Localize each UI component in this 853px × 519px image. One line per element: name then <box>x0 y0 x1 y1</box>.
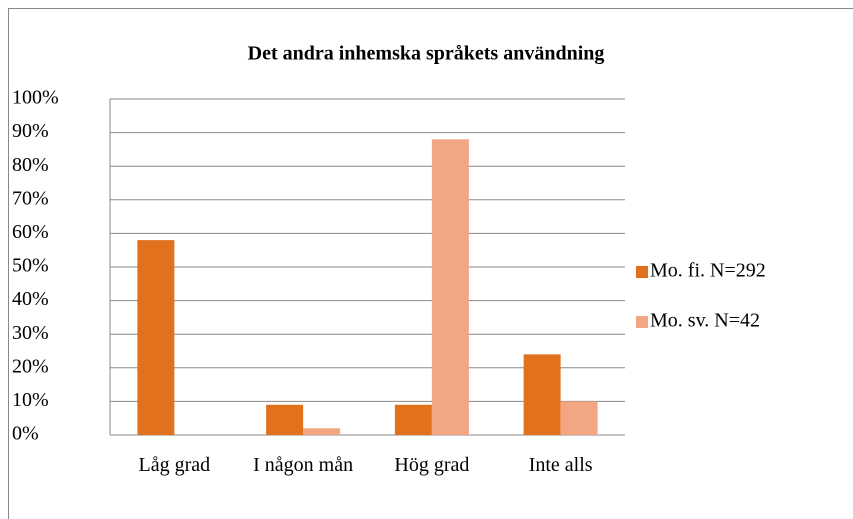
y-tick-label: 50% <box>12 255 49 277</box>
legend-swatch <box>636 266 648 278</box>
bar <box>303 428 341 435</box>
legend-swatch <box>636 316 648 328</box>
legend-label: Mo. fi. N=292 <box>650 260 766 282</box>
x-tick-label: I någon mån <box>253 454 354 476</box>
bar <box>560 401 598 435</box>
x-tick-label: Låg grad <box>138 454 211 476</box>
y-tick-label: 30% <box>12 322 49 344</box>
bar <box>266 404 304 435</box>
x-tick-label: Hög grad <box>394 454 470 476</box>
bar <box>431 139 469 435</box>
y-tick-label: 20% <box>12 355 49 377</box>
y-tick-label: 80% <box>12 154 49 176</box>
bar <box>394 404 432 435</box>
y-tick-label: 70% <box>12 187 49 209</box>
y-tick-label: 40% <box>12 288 49 310</box>
bar <box>523 354 561 435</box>
legend-label: Mo. sv. N=42 <box>650 310 760 332</box>
y-tick-label: 90% <box>12 120 49 142</box>
x-tick-label: Inte alls <box>528 454 593 476</box>
y-tick-label: 100% <box>12 87 59 109</box>
chart-title: Det andra inhemska språkets användning <box>248 43 605 65</box>
y-tick-label: 10% <box>12 389 49 411</box>
y-tick-label: 60% <box>12 221 49 243</box>
y-tick-label: 0% <box>12 423 39 445</box>
bar <box>137 240 175 435</box>
